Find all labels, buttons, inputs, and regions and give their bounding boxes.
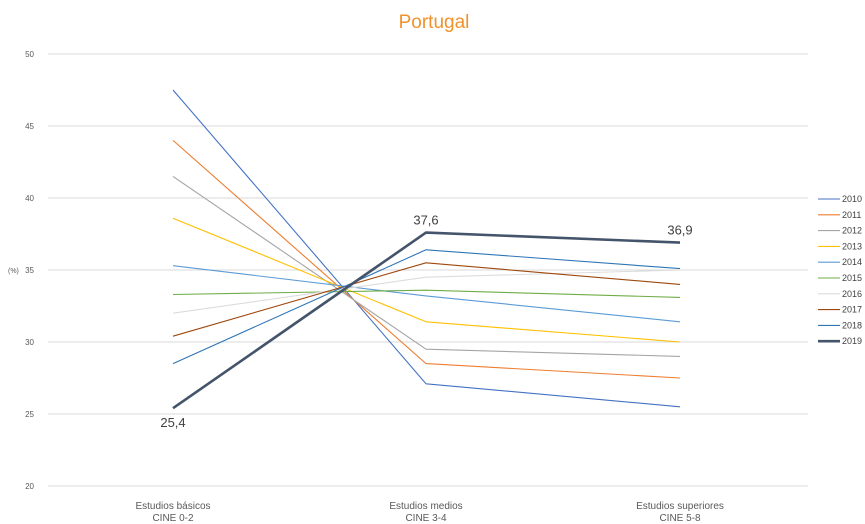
legend-label: 2011	[842, 210, 861, 220]
legend-label: 2015	[842, 273, 862, 283]
series-line-2012	[172, 175, 681, 357]
legend-label: 2014	[842, 257, 862, 267]
legend: 2010 2011 2012 2013 2014 2015 2016 2017 2018 2019	[818, 194, 862, 346]
legend-label: 2019	[842, 336, 862, 346]
series-lines	[172, 89, 681, 410]
data-label: 36,9	[667, 223, 692, 238]
legend-label: 2018	[842, 320, 862, 330]
series-line-2014	[172, 265, 681, 323]
y-axis-tick-labels: 20 25 30 35 40 45 50	[25, 50, 34, 491]
y-tick-label: 25	[25, 410, 34, 419]
chart-title: Portugal	[399, 12, 470, 33]
x-category-sublabel: CINE 5-8	[659, 513, 701, 524]
series-line-2011	[172, 139, 681, 379]
x-category-sublabel: CINE 3-4	[405, 513, 447, 524]
y-tick-label: 45	[25, 122, 34, 131]
series-line-2017	[172, 262, 681, 337]
series-line-2019	[172, 231, 681, 410]
y-axis-unit-label: (%)	[8, 268, 19, 275]
series-line-2013	[172, 217, 681, 343]
data-label: 25,4	[160, 415, 185, 430]
series-line-2016	[172, 269, 681, 314]
data-label: 37,6	[413, 213, 438, 228]
legend-label: 2010	[842, 194, 862, 204]
x-category-label: Estudios superiores	[636, 501, 724, 512]
x-category-label: Estudios básicos	[135, 501, 210, 512]
y-tick-label: 35	[25, 266, 34, 275]
series-line-2015	[172, 289, 681, 298]
series-line-2010	[172, 89, 681, 408]
legend-label: 2013	[842, 241, 862, 251]
legend-label: 2017	[842, 305, 862, 315]
y-tick-label: 30	[25, 338, 34, 347]
y-tick-label: 50	[25, 50, 34, 59]
x-category-label: Estudios medios	[389, 501, 462, 512]
legend-label: 2016	[842, 289, 862, 299]
data-labels: 25,4 37,6 36,9	[160, 213, 692, 431]
y-tick-label: 40	[25, 194, 34, 203]
series-line-2018	[172, 249, 681, 365]
gridlines	[48, 53, 808, 487]
x-category-sublabel: CINE 0-2	[152, 513, 194, 524]
y-tick-label: 20	[25, 482, 34, 491]
legend-label: 2012	[842, 226, 862, 236]
